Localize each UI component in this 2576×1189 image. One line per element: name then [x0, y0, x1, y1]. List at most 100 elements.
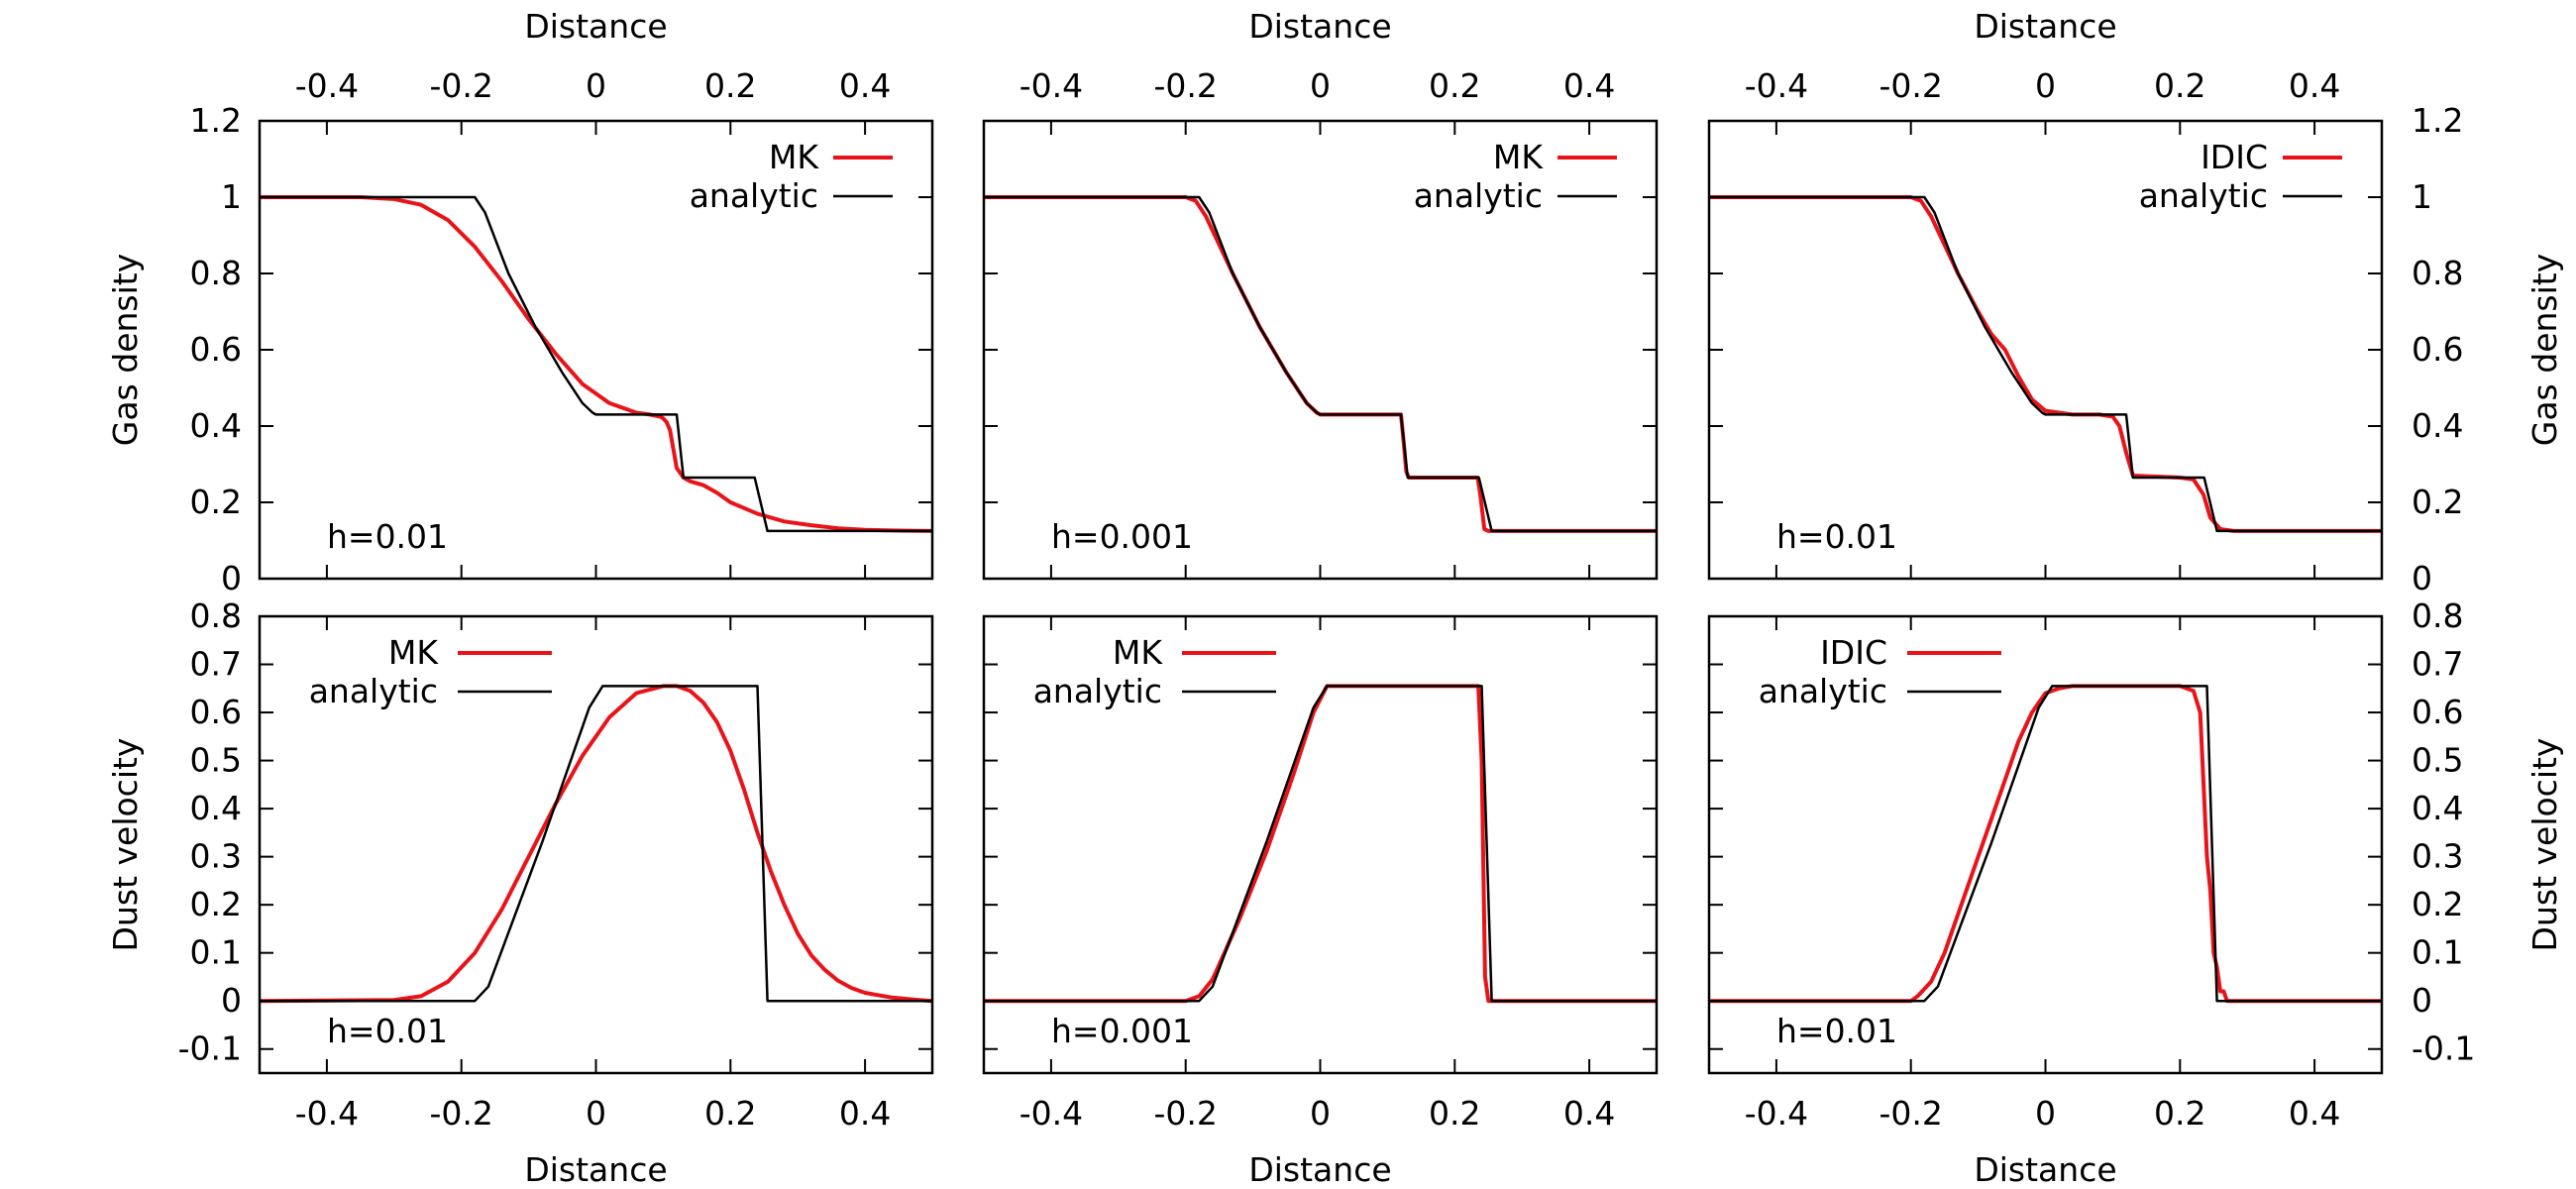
series-line-idic	[1709, 195, 2382, 533]
y-tick-label-left: 1	[221, 177, 242, 216]
x-axis-title-bottom: Distance	[1248, 1150, 1391, 1189]
legend-label: analytic	[1033, 672, 1162, 710]
x-tick-label-bottom: 0.4	[1563, 1094, 1615, 1133]
x-tick-label-top: 0.2	[2154, 66, 2205, 105]
x-tick-label-bottom: -0.4	[295, 1094, 359, 1133]
y-tick-label-right: 0.4	[2412, 406, 2463, 445]
x-tick-label-top: -0.2	[1879, 66, 1943, 105]
series-line-analytic	[260, 195, 932, 533]
x-axis-title-top: Distance	[1248, 7, 1391, 46]
y-tick-label-left: 0	[221, 559, 242, 597]
x-tick-label-bottom: -0.2	[430, 1094, 493, 1133]
y-tick-label-left: 1.2	[190, 101, 242, 140]
plot-frame	[258, 614, 934, 1075]
legend-label: IDIC	[2200, 138, 2268, 176]
legend-label: IDIC	[1820, 633, 1887, 672]
x-tick-label-top: 0.2	[1429, 66, 1480, 105]
y-tick-label-left: 0	[221, 981, 242, 1020]
x-tick-label-top: 0	[2035, 66, 2056, 105]
x-tick-label-top: 0	[1310, 66, 1331, 105]
x-tick-label-bottom: 0	[586, 1094, 606, 1133]
smoothing-annotation: h=0.01	[1776, 1012, 1897, 1050]
series-line-analytic	[984, 685, 1657, 1003]
y-tick-label-right: 0	[2412, 981, 2432, 1020]
series-line-analytic	[984, 195, 1657, 533]
y-tick-label-right: 0.6	[2412, 693, 2463, 731]
legend-label: analytic	[2139, 176, 2268, 215]
x-tick-label-top: 0.4	[839, 66, 891, 105]
smoothing-annotation: h=0.01	[327, 1012, 448, 1050]
smoothing-annotation: h=0.001	[1051, 1012, 1193, 1050]
x-tick-label-top: -0.2	[1154, 66, 1218, 105]
plot-frame	[982, 119, 1659, 581]
x-tick-label-top: 0.4	[2289, 66, 2340, 105]
y-tick-label-left: 0.1	[190, 933, 242, 972]
y-tick-label-right: 0.7	[2412, 645, 2463, 684]
plot-frame	[1707, 614, 2384, 1075]
x-axis-title-bottom: Distance	[524, 1150, 667, 1189]
y-axis-title-left: Gas density	[106, 254, 145, 446]
x-tick-label-bottom: -0.4	[1745, 1094, 1808, 1133]
panel-top-left: -0.4 -0.2 0 0.2 0.4 0 0.2 0.4 0.6 0.8 1 1.2 Distance…	[106, 7, 934, 597]
y-tick-label-right: 0.1	[2412, 933, 2463, 972]
x-tick-label-bottom: 0.2	[704, 1094, 756, 1133]
series-line-mk	[260, 195, 932, 533]
y-tick-label-right: 0	[2412, 559, 2432, 597]
y-tick-label-left: 0.4	[190, 406, 242, 445]
x-tick-label-top: -0.4	[1745, 66, 1808, 105]
y-tick-label-left: 0.8	[190, 596, 242, 635]
x-tick-label-top: 0	[586, 66, 606, 105]
y-axis-title-left: Dust velocity	[106, 738, 145, 952]
y-axis-title-right: Gas density	[2525, 254, 2564, 446]
y-tick-label-left: 0.2	[190, 885, 242, 923]
series-line-idic	[1709, 684, 2382, 1004]
y-axis-title-right: Dust velocity	[2525, 738, 2564, 952]
series-line-analytic	[260, 685, 932, 1003]
y-tick-label-left: 0.7	[190, 645, 242, 684]
legend-label: analytic	[309, 672, 438, 710]
x-axis-title-top: Distance	[524, 7, 667, 46]
x-tick-label-top: -0.4	[1020, 66, 1083, 105]
legend-label: MK	[1493, 138, 1544, 176]
series-line-analytic	[1709, 195, 2382, 533]
x-tick-label-bottom: 0.2	[1429, 1094, 1480, 1133]
y-tick-label-right: 0.2	[2412, 483, 2463, 521]
x-tick-label-bottom: 0.4	[839, 1094, 891, 1133]
series-line-analytic	[1709, 685, 2382, 1003]
legend-label: analytic	[690, 176, 818, 215]
x-tick-label-bottom: 0.4	[2289, 1094, 2340, 1133]
y-tick-label-left: 0.6	[190, 693, 242, 731]
y-tick-label-right: 1	[2412, 177, 2432, 216]
series-line-mk	[984, 684, 1657, 1004]
x-tick-label-bottom: 0.2	[2154, 1094, 2205, 1133]
smoothing-annotation: h=0.001	[1051, 517, 1193, 556]
y-tick-label-right: 1.2	[2412, 101, 2463, 140]
y-tick-label-right: 0.8	[2412, 596, 2463, 635]
panel-bottom-right: -0.4 -0.2 0 0.2 0.4 -0.1 0 0.1 0.2 0.3 0.4 0.5 0.6 0.…	[1707, 596, 2564, 1189]
y-tick-label-right: 0.3	[2412, 837, 2463, 876]
y-tick-label-left: 0.4	[190, 789, 242, 827]
y-tick-label-left: 0.8	[190, 254, 242, 292]
y-tick-label-right: 0.8	[2412, 254, 2463, 292]
x-tick-label-bottom: -0.4	[1020, 1094, 1083, 1133]
legend-label: MK	[388, 633, 439, 672]
x-tick-label-bottom: -0.2	[1879, 1094, 1943, 1133]
legend-label: MK	[1113, 633, 1163, 672]
x-axis-title-top: Distance	[1974, 7, 2116, 46]
y-tick-label-right: 0.5	[2412, 741, 2463, 780]
y-tick-label-left: 0.2	[190, 483, 242, 521]
series-line-mk	[984, 195, 1657, 533]
panel-top-right: -0.4 -0.2 0 0.2 0.4 0 0.2 0.4 0.6 0.8 1 1.2 Distance…	[1707, 7, 2564, 597]
x-tick-label-top: -0.2	[430, 66, 493, 105]
y-tick-label-left: 0.5	[190, 741, 242, 780]
y-tick-label-right: 0.4	[2412, 789, 2463, 827]
legend-label: MK	[769, 138, 819, 176]
panel-bottom-left: -0.4 -0.2 0 0.2 0.4 -0.1 0 0.1 0.2 0.3 0.4 0.5 0.6 0.…	[106, 596, 934, 1189]
x-tick-label-top: 0.2	[704, 66, 756, 105]
x-tick-label-top: 0.4	[1563, 66, 1615, 105]
plot-frame	[982, 614, 1659, 1075]
plot-frame	[258, 119, 934, 581]
x-tick-label-bottom: -0.2	[1154, 1094, 1218, 1133]
legend-label: analytic	[1414, 176, 1543, 215]
